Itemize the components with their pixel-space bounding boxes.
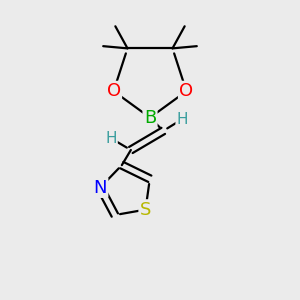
- Text: O: O: [106, 82, 121, 100]
- Text: B: B: [144, 109, 156, 127]
- Text: O: O: [179, 82, 194, 100]
- Text: N: N: [94, 178, 107, 196]
- Text: S: S: [140, 201, 151, 219]
- Text: H: H: [177, 112, 188, 127]
- Text: H: H: [105, 131, 117, 146]
